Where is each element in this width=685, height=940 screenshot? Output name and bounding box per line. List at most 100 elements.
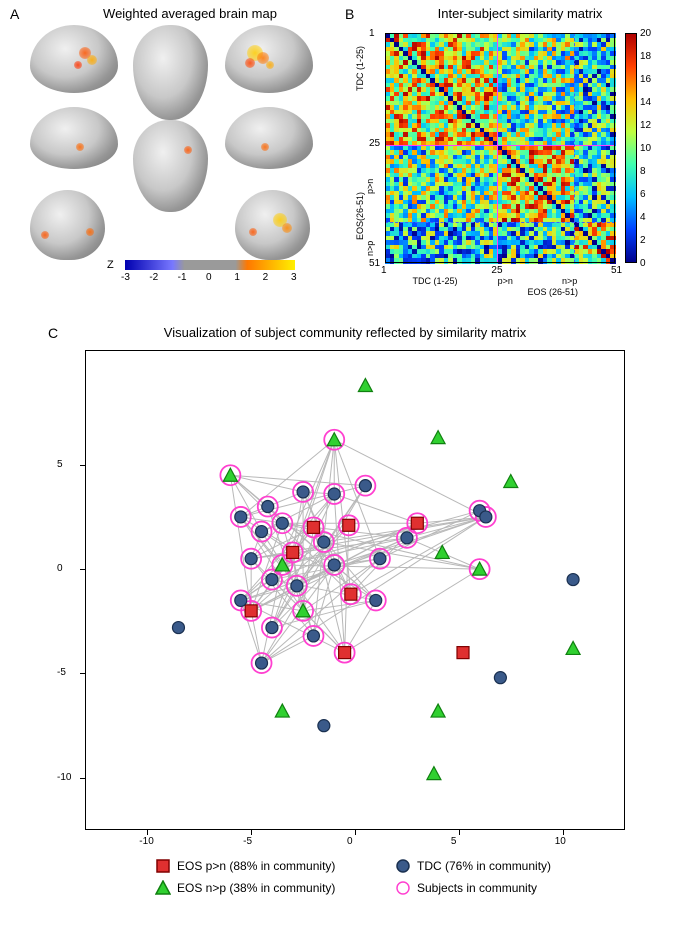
brain-view	[30, 190, 105, 260]
brain-view	[225, 25, 313, 93]
scatter-node	[245, 553, 257, 565]
scatter-node	[291, 580, 303, 592]
colorbar-tick: 0	[206, 272, 212, 283]
scatter-node	[431, 431, 445, 444]
x-tick: 51	[611, 265, 622, 276]
scatter-node	[411, 517, 423, 529]
legend-item: TDC (76% in community)	[395, 858, 551, 874]
scatter-node	[256, 657, 268, 669]
scatter-node	[401, 532, 413, 544]
scatter-node	[480, 511, 492, 523]
scatter-node	[358, 378, 372, 391]
panel-b-title: Inter-subject similarity matrix	[395, 6, 645, 21]
scatter-node	[275, 704, 289, 717]
scatter-node	[457, 647, 469, 659]
colorbar-tick: -3	[121, 272, 130, 283]
scatter-node	[266, 574, 278, 586]
x-axis-group-label: n>p	[562, 276, 577, 286]
colorbar-tick: 20	[640, 28, 651, 39]
x-tick: -10	[139, 836, 153, 847]
colorbar-tick: 4	[640, 212, 646, 223]
brain-view	[225, 107, 313, 169]
activation-spot	[249, 228, 257, 236]
scatter-node	[256, 526, 268, 538]
legend-item: Subjects in community	[395, 880, 537, 896]
panel-c: -10-50510-10-505EOS p>n (88% in communit…	[35, 340, 650, 910]
brain-view	[133, 25, 208, 120]
colorbar-tick: 2	[640, 235, 646, 246]
colorbar-tick: 8	[640, 166, 646, 177]
scatter-node	[328, 488, 340, 500]
scatter-node	[566, 641, 580, 654]
scatter-node	[494, 672, 506, 684]
scatter-node	[374, 553, 386, 565]
y-axis-group-label: p>n	[365, 179, 375, 194]
scatter-node	[235, 511, 247, 523]
scatter-node	[327, 433, 341, 446]
heatmap-border	[385, 33, 615, 263]
colorbar-tick: -2	[149, 272, 158, 283]
scatter-node	[328, 559, 340, 571]
x-axis-group-label: TDC (1-25)	[413, 276, 458, 286]
scatter-node	[318, 720, 330, 732]
legend-item: EOS p>n (88% in community)	[155, 858, 335, 874]
colorbar-tick: 6	[640, 189, 646, 200]
scatter-node	[435, 545, 449, 558]
scatter-node	[307, 630, 319, 642]
scatter-node	[266, 622, 278, 634]
activation-spot	[76, 143, 84, 151]
colorbar-tick: 14	[640, 97, 651, 108]
activation-spot	[86, 228, 94, 236]
scatter-node	[172, 622, 184, 634]
scatter-node	[427, 767, 441, 780]
colorbar-tick: 18	[640, 51, 651, 62]
panel-a-colorbar-label: Z	[107, 259, 114, 271]
y-tick: 1	[369, 28, 375, 39]
scatter-node	[431, 704, 445, 717]
panel-b-colorbar	[625, 33, 637, 263]
panel-a: Z -3 -2 -1 0 1 2 3	[15, 25, 335, 285]
legend-label: TDC (76% in community)	[417, 859, 551, 873]
activation-spot	[41, 231, 49, 239]
brain-view	[30, 107, 118, 169]
x-tick: 10	[555, 836, 566, 847]
colorbar-tick: 0	[640, 258, 646, 269]
y-tick: 51	[369, 258, 380, 269]
scatter-node	[343, 519, 355, 531]
activation-spot	[282, 223, 292, 233]
scatter-node	[504, 474, 518, 487]
scatter-node	[287, 546, 299, 558]
scatter-node	[359, 480, 371, 492]
scatter-node	[223, 468, 237, 481]
scatter-node	[245, 605, 257, 617]
scatter-node	[276, 517, 288, 529]
scatter-node	[567, 574, 579, 586]
y-axis-group-label: EOS(26-51)	[355, 192, 365, 240]
scatter-node	[370, 594, 382, 606]
colorbar-tick: 10	[640, 143, 651, 154]
x-tick: -5	[243, 836, 252, 847]
activation-spot	[87, 55, 97, 65]
colorbar-tick: 3	[291, 272, 297, 283]
colorbar-tick: 12	[640, 120, 651, 131]
activation-spot	[266, 61, 274, 69]
panel-a-colorbar	[125, 260, 295, 270]
x-tick: 1	[381, 265, 387, 276]
panel-b-label: B	[345, 6, 354, 22]
activation-spot	[245, 58, 255, 68]
y-axis-group-label: TDC (1-25)	[355, 45, 365, 90]
activation-spot	[261, 143, 269, 151]
panel-a-label: A	[10, 6, 19, 22]
legend-label: Subjects in community	[417, 881, 537, 895]
brain-view	[30, 25, 118, 93]
x-tick: 25	[491, 265, 502, 276]
colorbar-tick: 2	[263, 272, 269, 283]
panel-b: 1125255151TDC (1-25)p>nEOS (26-51)n>pTDC…	[360, 25, 660, 285]
brain-view	[133, 120, 208, 212]
scatter-node	[262, 501, 274, 513]
legend-label: EOS p>n (88% in community)	[177, 859, 335, 873]
panel-a-title: Weighted averaged brain map	[60, 6, 320, 21]
scatter-svg	[35, 340, 630, 835]
colorbar-tick: -1	[178, 272, 187, 283]
colorbar-tick: 1	[234, 272, 240, 283]
